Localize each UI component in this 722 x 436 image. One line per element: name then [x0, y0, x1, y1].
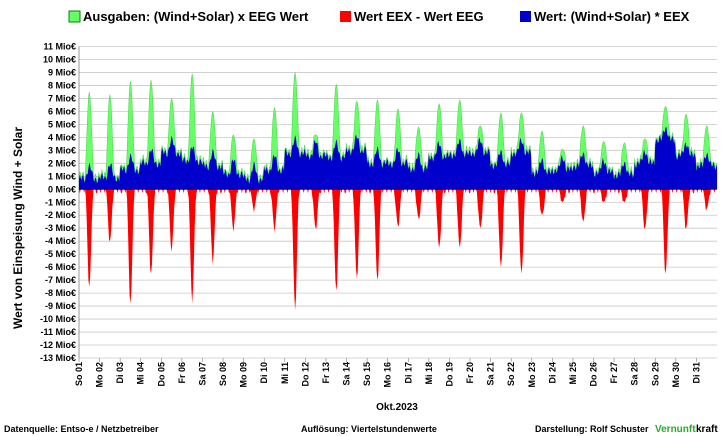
- y-tick-label: 1 Mio€: [48, 171, 76, 181]
- y-tick-label: -6 Mio€: [45, 262, 76, 272]
- x-tick-label: So 08: [218, 362, 228, 386]
- y-tick-label: -12 Mio€: [40, 340, 76, 350]
- x-tick-label: Do 19: [444, 362, 454, 387]
- x-tick-label: Mo 30: [671, 362, 681, 388]
- legend-label-eeg: Ausgaben: (Wind+Solar) x EEG Wert: [83, 9, 309, 24]
- y-tick-label: 6 Mio€: [48, 106, 76, 116]
- x-tick-label: Do 12: [300, 362, 310, 387]
- x-tick-label: Sa 14: [342, 362, 352, 386]
- x-tick-label: Mo 23: [527, 362, 537, 388]
- x-tick-label: Di 10: [259, 362, 269, 384]
- x-tick-label: So 22: [506, 362, 516, 386]
- x-tick-label: Mo 09: [239, 362, 249, 388]
- x-tick-label: So 01: [74, 362, 84, 386]
- x-tick-label: Fr 27: [609, 362, 619, 384]
- x-tick-label: Mi 18: [424, 362, 434, 385]
- legend-swatch-eeg: [68, 10, 81, 23]
- y-tick-label: -2 Mio€: [45, 210, 76, 220]
- y-tick-label: -8 Mio€: [45, 288, 76, 298]
- x-tick-label: Fr 06: [177, 362, 187, 384]
- x-tick-label: Mi 04: [136, 362, 146, 385]
- series-eex: [79, 127, 717, 190]
- x-tick-label: Di 31: [691, 362, 701, 384]
- x-tick-label: Fr 20: [465, 362, 475, 384]
- footer-resolution: Auflösung: Viertelstundenwerte: [301, 424, 437, 434]
- y-tick-label: -7 Mio€: [45, 275, 76, 285]
- legend-swatch-eex: [520, 11, 531, 22]
- y-tick-label: -13 Mio€: [40, 353, 76, 363]
- x-tick-label: Mo 02: [95, 362, 105, 388]
- legend-label-eex: Wert: (Wind+Solar) * EEX: [534, 9, 690, 24]
- legend-label-diff: Wert EEX - Wert EEG: [354, 9, 484, 24]
- y-tick-label: 3 Mio€: [48, 145, 76, 155]
- x-tick-label: So 29: [650, 362, 660, 386]
- x-tick-label: Mi 11: [280, 362, 290, 384]
- y-tick-label: 10 Mio€: [43, 54, 76, 64]
- y-tick-label: 9 Mio€: [48, 67, 76, 77]
- legend-swatch-diff: [340, 11, 351, 22]
- y-tick-label: 5 Mio€: [48, 119, 76, 129]
- x-axis-ticks: So 01 Mo 02 Di 03 Mi 04 Do 05 Fr 06 Sa 07 So 08…: [74, 358, 701, 388]
- footer-credit: Darstellung: Rolf Schuster: [535, 424, 649, 434]
- brand-kraft: kraft: [696, 424, 718, 435]
- x-tick-label: Di 24: [547, 362, 557, 384]
- y-tick-label: 2 Mio€: [48, 158, 76, 168]
- x-tick-label: Fr 13: [321, 362, 331, 384]
- x-tick-label: Di 17: [403, 362, 413, 384]
- x-tick-label: Mi 25: [568, 362, 578, 385]
- footer-source: Datenquelle: Entso-e / Netzbetreiber: [4, 424, 159, 434]
- area-eeg: [78, 72, 718, 190]
- y-tick-label: 0 Mio€: [48, 184, 76, 194]
- y-axis-label: Wert von Einspeisung Wind + Solar: [11, 127, 25, 329]
- y-tick-label: -4 Mio€: [45, 236, 76, 246]
- series-eeg: [78, 72, 718, 190]
- legend: Ausgaben: (Wind+Solar) x EEG Wert Wert E…: [68, 9, 690, 24]
- series-diff: [79, 189, 717, 310]
- x-tick-label: Sa 28: [630, 362, 640, 386]
- y-tick-label: 7 Mio€: [48, 93, 76, 103]
- area-diff: [79, 189, 717, 310]
- y-tick-label: -10 Mio€: [40, 314, 76, 324]
- y-tick-label: -5 Mio€: [45, 249, 76, 259]
- x-tick-label: Mo 16: [383, 362, 393, 388]
- x-tick-label: Do 26: [589, 362, 599, 387]
- x-tick-label: So 15: [362, 362, 372, 386]
- x-tick-label: Di 03: [115, 362, 125, 384]
- y-tick-label: 4 Mio€: [48, 132, 76, 142]
- y-tick-label: 11 Mio€: [43, 42, 76, 52]
- x-tick-label: Sa 21: [486, 362, 496, 386]
- area-eex: [79, 127, 717, 190]
- x-axis-label: Okt.2023: [376, 402, 418, 413]
- y-axis-ticks: 11 Mio€ 10 Mio€ 9 Mio€ 8 Mio€ 7 Mio€ 6 Mio€ 5 …: [40, 42, 76, 364]
- y-tick-label: 8 Mio€: [48, 80, 76, 90]
- brand-vernunft: Vernunft: [655, 424, 696, 435]
- x-tick-label: Do 05: [156, 362, 166, 387]
- y-tick-label: -3 Mio€: [45, 223, 76, 233]
- y-tick-label: -11 Mio€: [40, 327, 76, 337]
- y-tick-label: -9 Mio€: [45, 301, 76, 311]
- y-tick-label: -1 Mio€: [45, 197, 76, 207]
- x-tick-label: Sa 07: [197, 362, 207, 386]
